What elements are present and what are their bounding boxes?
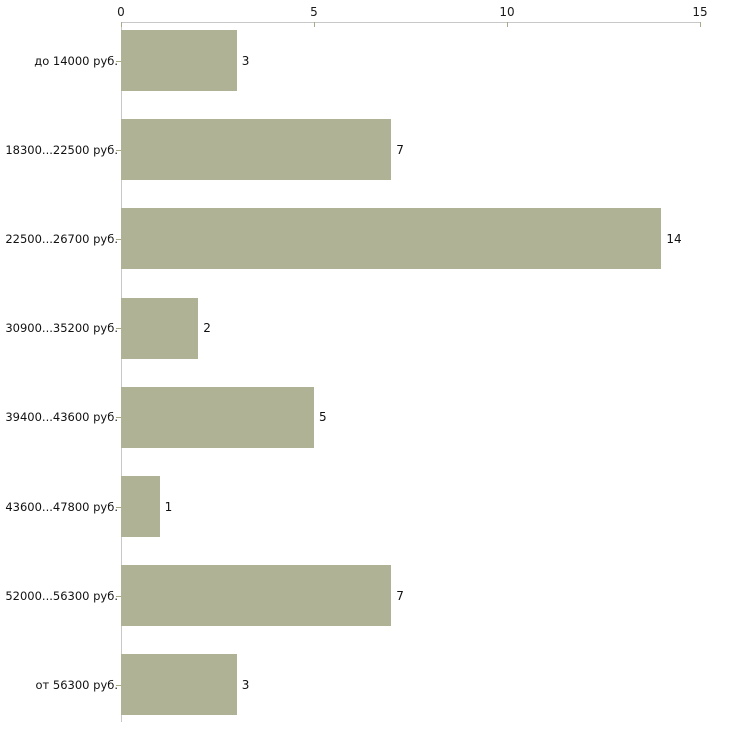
- category-labels: до 14000 руб. 18300...22500 руб. 22500...2…: [0, 0, 118, 730]
- bar[interactable]: [121, 565, 392, 627]
- y-tick-mark: [116, 61, 121, 62]
- bar[interactable]: [121, 654, 237, 716]
- y-tick-mark: [116, 507, 121, 508]
- y-tick-mark: [116, 239, 121, 240]
- y-tick-mark: [116, 417, 121, 418]
- bar-value-label: 2: [203, 321, 211, 336]
- y-tick-mark: [116, 685, 121, 686]
- x-tick-label: 10: [499, 5, 515, 19]
- bar[interactable]: [121, 119, 392, 181]
- x-axis-line: [121, 22, 701, 23]
- x-tick-mark: [314, 22, 315, 27]
- category-label: от 56300 руб.: [35, 677, 118, 692]
- bar-value-label: 3: [241, 53, 250, 68]
- x-tick-label: 0: [117, 5, 125, 19]
- bar-value-label: 14: [666, 231, 682, 246]
- bar[interactable]: [121, 297, 199, 359]
- category-label: 39400...43600 руб.: [5, 410, 118, 425]
- x-tick-label: 5: [310, 5, 318, 19]
- y-tick-mark: [116, 328, 121, 329]
- y-tick-mark: [116, 596, 121, 597]
- y-tick-mark: [116, 150, 121, 151]
- x-tick-label: 15: [692, 5, 708, 19]
- bar-value-label: 1: [164, 499, 173, 514]
- bar-value-label: 5: [319, 410, 327, 425]
- x-tick-mark: [507, 22, 508, 27]
- x-tick-mark: [700, 22, 701, 27]
- category-label: до 14000 руб.: [34, 53, 118, 68]
- category-label: 52000...56300 руб.: [5, 588, 118, 603]
- bar-value-label: 7: [396, 588, 404, 603]
- bar[interactable]: [121, 30, 237, 91]
- x-tick-mark: [121, 22, 122, 27]
- category-label: 18300...22500 руб.: [5, 142, 118, 157]
- bar[interactable]: [121, 208, 662, 270]
- bar-value-label: 3: [241, 677, 250, 692]
- category-label: 22500...26700 руб.: [5, 231, 118, 246]
- category-label: 43600...47800 руб.: [5, 499, 118, 514]
- bar[interactable]: [121, 476, 160, 537]
- category-label: 30900...35200 руб.: [5, 321, 118, 336]
- bar[interactable]: [121, 386, 314, 448]
- bar-value-label: 7: [396, 142, 404, 157]
- y-axis-line: [121, 22, 122, 722]
